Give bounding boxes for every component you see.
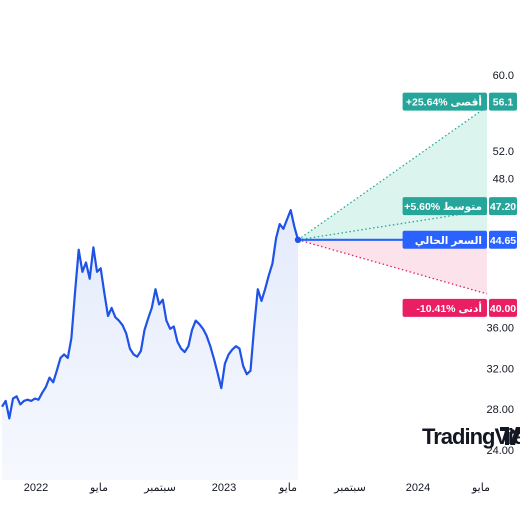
current-value-text: 44.65 [490,235,516,247]
current-value-box [489,230,517,249]
last-price-dot [294,236,302,244]
x-tick-label: 2024 [406,482,430,494]
x-tick-label: مايو [278,482,297,494]
low-value-box [489,298,517,317]
current-label-box [402,230,487,249]
low-label-box [402,298,487,317]
x-tick-label: 2023 [212,482,236,494]
forecast-tags: +25.64% أقصى 56.1 +5.60% متوسط 47.20 السعر ا… [402,92,517,317]
average-label-text: +5.60% متوسط [404,201,482,213]
x-axis: 2022 مايو سبتمبر 2023 مايو سبتمبر 2024 مايو [24,482,490,494]
y-tick-label: 60.0 [493,70,514,82]
price-line [1,209,300,420]
x-tick-label: مايو [89,482,108,494]
y-tick-label: 36.00 [486,323,514,335]
average-forecast-tag: +5.60% متوسط 47.20 [402,197,517,216]
average-value-text: 47.20 [490,201,516,213]
y-axis: 60.0 52.0 48.0 36.00 32.00 28.00 24.00 [486,70,514,457]
low-value-text: 40.00 [490,303,516,315]
low-forecast-tag: -10.41% أدنى 40.00 [402,298,517,317]
x-tick-label: مايو [471,482,490,494]
high-forecast-line [297,106,488,241]
current-forecast-tag: السعر الحالي 44.65 [402,230,517,249]
low-forecast-line [297,239,488,295]
x-tick-label: 2022 [24,482,48,494]
average-label-box [402,197,487,216]
current-label-text: السعر الحالي [415,235,482,247]
high-label-box [402,92,487,111]
high-forecast-tag: +25.64% أقصى 56.1 [402,92,517,111]
y-tick-label: 24.00 [486,445,514,457]
tradingview-logo-icon [500,427,520,445]
x-tick-label: سبتمبر [333,482,366,494]
y-tick-label: 52.0 [493,146,514,158]
price-history [1,209,302,480]
high-value-box [489,92,517,111]
price-area-fill [2,210,298,480]
x-tick-label: سبتمبر [143,482,176,494]
y-tick-label: 32.00 [486,363,514,375]
average-value-box [489,197,517,216]
low-label-text: -10.41% أدنى [416,301,482,315]
y-tick-label: 48.0 [493,174,514,186]
high-value-text: 56.1 [493,97,514,109]
high-label-text: +25.64% أقصى [406,95,482,109]
y-tick-label: 28.00 [486,404,514,416]
